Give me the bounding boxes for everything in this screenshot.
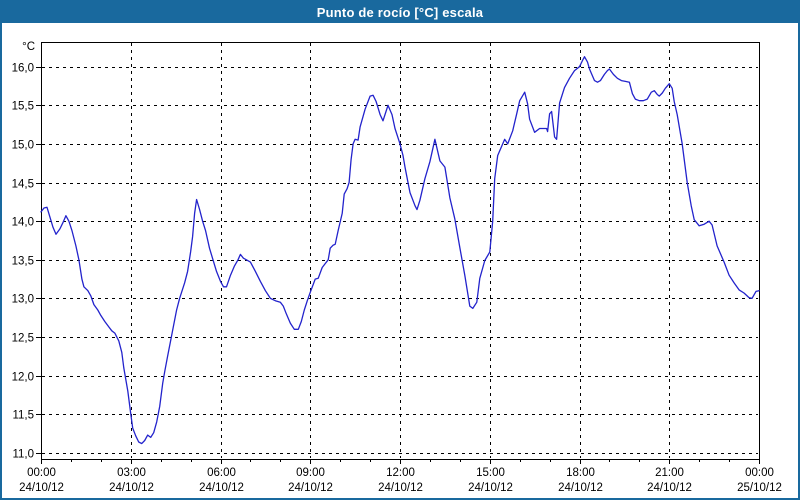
y-tick-label: 15,0 [12,140,34,152]
axis-labels: 16,0 15,5 15,0 14,5 14,0 13,5 13,0 12,5 12,0 11,5… [12,41,782,494]
x-tick-date-label: 24/10/12 [199,482,244,494]
x-tick-time-label: 06:00 [207,467,236,479]
y-tick-label: 13,0 [12,294,34,306]
x-tick-time-label: 12:00 [386,467,415,479]
x-tick-time-label: 09:00 [296,467,325,479]
x-tick-date-label: 24/10/12 [378,482,423,494]
y-tick-label: 11,5 [12,410,34,422]
y-tick-label: 12,0 [12,372,34,384]
x-tick-date-label: 24/10/12 [468,482,513,494]
axes [36,67,760,464]
y-tick-label: 12,5 [12,333,34,345]
y-tick-label: 14,0 [12,217,34,229]
y-axis-unit-label: °C [22,41,35,53]
gridlines [42,43,758,458]
x-tick-date-label: 24/10/12 [288,482,333,494]
plot-border [41,42,760,460]
x-tick-date-label: 24/10/12 [19,482,64,494]
x-tick-time-label: 03:00 [117,467,146,479]
x-tick-time-label: 18:00 [566,467,595,479]
x-tick-date-label: 24/10/12 [558,482,603,494]
x-tick-date-label: 24/10/12 [647,482,692,494]
x-tick-time-label: 21:00 [655,467,684,479]
y-tick-label: 15,5 [12,101,34,113]
window-title-bar: Punto de rocío [°C] escala [2,2,798,23]
y-tick-label: 16,0 [12,63,34,75]
x-tick-time-label: 00:00 [27,467,56,479]
window-title: Punto de rocío [°C] escala [316,5,484,20]
x-tick-time-label: 00:00 [745,467,774,479]
y-tick-label: 13,5 [12,256,34,268]
y-tick-label: 11,0 [12,449,34,461]
x-tick-time-label: 15:00 [476,467,505,479]
y-tick-label: 14,5 [12,179,34,191]
x-tick-date-label: 25/10/12 [737,482,782,494]
x-tick-date-label: 24/10/12 [109,482,154,494]
series-line-punto-de-rocío [40,56,760,445]
